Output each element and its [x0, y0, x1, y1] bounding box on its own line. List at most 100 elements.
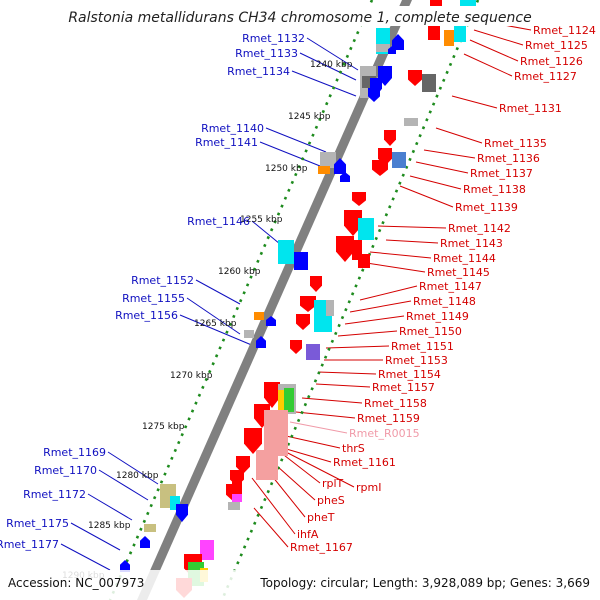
gene-block [244, 330, 254, 338]
gene-arrow-reverse [368, 88, 380, 102]
gene-leader-line [473, 29, 524, 46]
gene-label-right: Rmet_1157 [372, 381, 435, 394]
gene-leader-line [399, 185, 454, 208]
scale-tick-label: 1285 kbp [88, 521, 131, 531]
gene-leader-line [306, 37, 359, 71]
gene-block [232, 478, 242, 496]
gene-arrow-reverse [296, 314, 310, 330]
gene-leader-line [295, 411, 356, 419]
gene-arrow-reverse [310, 276, 322, 292]
gene-leader-line [337, 330, 398, 337]
footer-backdrop [0, 570, 600, 600]
scale-tick-label: 1255 kbp [240, 215, 283, 225]
gene-label-right: Rmet_1149 [406, 310, 469, 323]
gene-label-right: Rmet_1138 [463, 183, 526, 196]
gene-arrow-forward [140, 536, 150, 548]
genome-track [137, 0, 412, 600]
gene-arrow-reverse [236, 456, 250, 474]
gene-label-right: Rmet_1151 [391, 340, 454, 353]
gene-leader-line [325, 345, 390, 349]
gene-arrow-forward [256, 336, 266, 348]
gene-leader-line [451, 95, 498, 109]
gene-label-right: Rmet_1144 [433, 252, 496, 265]
gene-label-left: Rmet_1170 [34, 464, 97, 477]
gene-label-right: pheT [307, 511, 335, 524]
gene-label-right: Rmet_1135 [484, 137, 547, 150]
gene-label-right: Rmet_1158 [364, 397, 427, 410]
gene-label-right: Rmet_1142 [448, 222, 511, 235]
gene-label-left: Rmet_1141 [195, 136, 258, 149]
gene-block [326, 300, 334, 316]
gene-label-right: Rmet_1136 [477, 152, 540, 165]
gene-block [284, 388, 294, 412]
gene-label-left: Rmet_1132 [242, 32, 305, 45]
scale-tick-label: 1250 kbp [265, 164, 308, 174]
gene-arrow-reverse [290, 340, 302, 354]
gene-leader-line [279, 451, 321, 484]
gene-leader-line [415, 161, 469, 174]
gene-leader-line [179, 314, 255, 347]
gene-leader-line [315, 383, 371, 388]
gene-leader-line [87, 493, 133, 521]
gene-leader-line [359, 261, 426, 273]
gene-leader-line [251, 220, 281, 245]
gene-label-right: Rmet_1137 [470, 167, 533, 180]
gene-leader-line [423, 149, 476, 159]
gene-label-left: Rmet_1172 [23, 488, 86, 501]
gene-leader-line [435, 127, 483, 144]
chromosome-backbone [137, 0, 412, 600]
gene-label-right: Rmet_1126 [520, 55, 583, 68]
gene-label-right: rplT [322, 477, 344, 490]
gene-label-right: Rmet_1167 [290, 541, 353, 554]
gene-block [430, 0, 442, 10]
gene-leader-line [285, 435, 341, 449]
scale-tick-label: 1260 kbp [218, 267, 261, 277]
gene-block [454, 22, 466, 42]
gene-label-right: Rmet_1139 [455, 201, 518, 214]
gene-block [228, 502, 240, 510]
gene-label-left: Rmet_1146 [187, 215, 250, 228]
gene-leader-line [281, 449, 355, 488]
topology-text: Topology: circular; Length: 3,928,089 bp… [259, 576, 590, 590]
gene-label-left: Rmet_1152 [131, 274, 194, 287]
gene-block [254, 312, 264, 320]
gene-block [422, 74, 436, 92]
gene-leader-line [369, 251, 432, 259]
gene-block [200, 540, 214, 560]
gene-arrow-reverse [384, 130, 396, 146]
gene-leader-line [289, 421, 348, 434]
gene-arrow-reverse [336, 236, 354, 262]
gene-label-left: Rmet_1140 [201, 122, 264, 135]
gene-label-right: Rmet_1148 [413, 295, 476, 308]
gene-label-right: Rmet_1153 [385, 354, 448, 367]
gene-arrow-reverse [176, 504, 188, 522]
gene-leader-line [253, 507, 289, 548]
gene-label-right: Rmet_1150 [399, 325, 462, 338]
gene-arrow-forward [392, 34, 404, 50]
gene-leader-line [344, 315, 405, 325]
gene-label-right: rpmI [356, 481, 381, 494]
gene-label-right: Rmet_R0015 [349, 427, 420, 440]
gene-block [320, 152, 336, 168]
gene-label-left: Rmet_1169 [43, 446, 106, 459]
gene-label-right: Rmet_1161 [333, 456, 396, 469]
gene-label-left: Rmet_1156 [115, 309, 178, 322]
gene-leader-line [359, 285, 418, 301]
gene-arrow-reverse [378, 66, 392, 86]
gene-leader-line [259, 141, 321, 167]
gene-arrow-forward [388, 46, 396, 54]
gene-leader-line [60, 543, 111, 571]
gene-label-right: Rmet_1147 [419, 280, 482, 293]
gene-label-right: thrS [342, 442, 365, 455]
gene-label-right: ihfA [297, 528, 319, 541]
gene-arrow-reverse [300, 296, 316, 312]
gene-leader-line [349, 300, 412, 313]
gene-block [460, 0, 476, 10]
gene-leader-line [409, 175, 462, 190]
gene-leader-line [70, 522, 121, 551]
gene-block [358, 218, 374, 240]
gene-block [144, 524, 156, 532]
gene-label-right: Rmet_1159 [357, 412, 420, 425]
